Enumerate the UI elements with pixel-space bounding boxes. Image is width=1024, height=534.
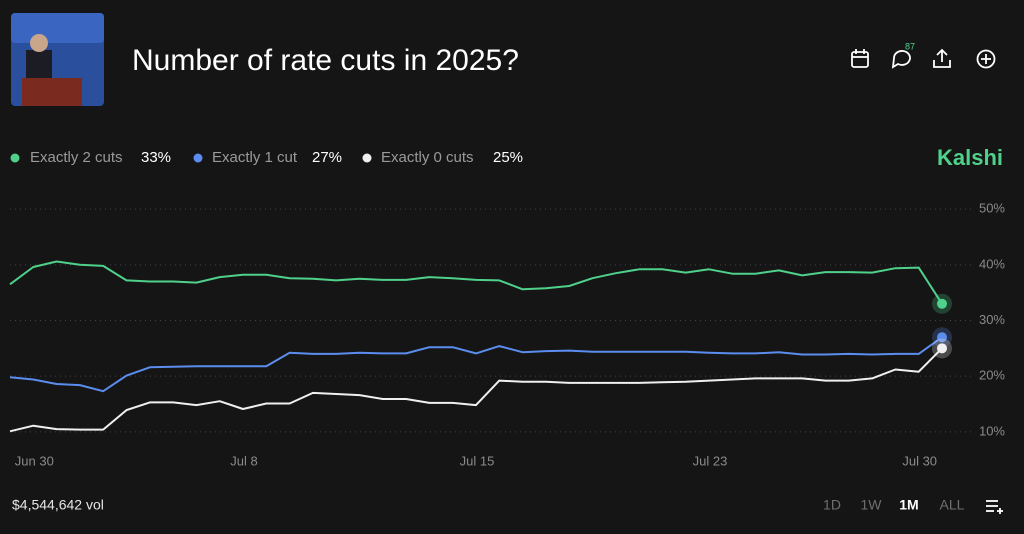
y-tick-label: 10%	[979, 423, 1005, 438]
legend-dot	[193, 153, 203, 163]
series-line	[9, 260, 943, 305]
legend-value: 25%	[493, 149, 523, 166]
range-button[interactable]: 1W	[861, 497, 883, 513]
y-tick-label: 20%	[979, 368, 1005, 383]
range-icon[interactable]	[986, 500, 1003, 514]
y-tick-label: 50%	[979, 201, 1005, 216]
x-tick-label: Jul 15	[460, 453, 495, 468]
volume: $4,544,642 vol	[12, 497, 104, 513]
comments-icon[interactable]	[891, 50, 911, 69]
y-tick-label: 40%	[979, 256, 1005, 271]
add-icon[interactable]	[976, 49, 996, 69]
x-tick-label: Jul 30	[902, 453, 937, 468]
legend-dot	[362, 153, 372, 163]
range-button[interactable]: ALL	[940, 497, 965, 513]
series-line	[9, 336, 943, 393]
range-button[interactable]: 1D	[823, 497, 841, 513]
series-line	[9, 347, 943, 433]
legend-label: Exactly 0 cuts	[381, 149, 474, 166]
legend-dot	[10, 153, 20, 163]
legend-value: 27%	[312, 149, 342, 166]
x-tick-label: Jul 23	[693, 453, 728, 468]
end-dot	[937, 343, 947, 354]
end-dot	[937, 332, 947, 343]
share-icon[interactable]	[933, 48, 951, 68]
legend-value: 33%	[141, 149, 171, 166]
comment-count: 87	[905, 41, 915, 51]
x-tick-label: Jun 30	[15, 453, 54, 468]
legend-label: Exactly 1 cut	[212, 149, 298, 166]
thumbnail	[11, 13, 104, 106]
calendar-icon[interactable]	[851, 49, 869, 68]
end-dot	[937, 298, 947, 309]
range-button[interactable]: 1M	[899, 497, 918, 513]
y-tick-label: 30%	[979, 312, 1005, 327]
brand: Kalshi	[937, 145, 1003, 170]
legend-label: Exactly 2 cuts	[30, 149, 123, 166]
market-title: Number of rate cuts in 2025?	[132, 44, 519, 77]
x-tick-label: Jul 8	[230, 453, 257, 468]
